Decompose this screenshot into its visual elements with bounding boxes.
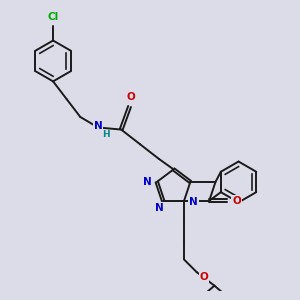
Text: O: O xyxy=(200,272,208,282)
Text: O: O xyxy=(126,92,135,102)
Text: N: N xyxy=(154,203,163,213)
Text: O: O xyxy=(232,196,241,206)
Text: N: N xyxy=(94,122,103,131)
Text: N: N xyxy=(143,177,152,187)
Text: H: H xyxy=(102,130,109,139)
Text: N: N xyxy=(189,197,198,207)
Text: Cl: Cl xyxy=(47,13,59,22)
